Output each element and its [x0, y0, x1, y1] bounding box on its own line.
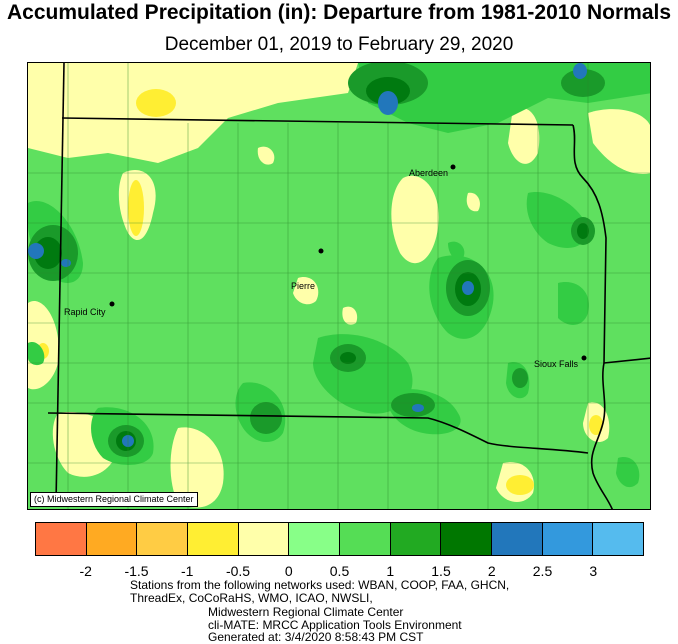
legend-ticks: -2 -1.5 -1 -0.5 0 0.5 1 1.5 2 2.5 3 [35, 563, 644, 581]
legend-swatch [492, 523, 543, 555]
city-dot-aberdeen [450, 164, 456, 170]
legend-swatch [86, 523, 138, 555]
footer-line-networks-cont: ThreadEx, CoCoRaHS, WMO, ICAO, NWSLI, [130, 591, 373, 605]
city-markers [109, 164, 587, 361]
wettest-areas [28, 63, 587, 447]
legend-swatch [137, 523, 189, 555]
city-dot-sioux-falls [581, 355, 587, 361]
legend-tick-label: -1.5 [124, 563, 149, 579]
city-dot-rapid-city [109, 301, 115, 307]
legend-swatch [441, 523, 493, 555]
legend-swatch [390, 523, 442, 555]
city-label-sioux-falls: Sioux Falls [534, 359, 579, 369]
legend-tick-label: -0.5 [225, 563, 251, 579]
color-legend [35, 522, 644, 556]
legend-tick-label: -2 [79, 563, 92, 579]
footer-line-climate: cli-MATE: MRCC Application Tools Environ… [208, 618, 462, 632]
legend-tick-label: 1.5 [431, 563, 451, 579]
legend-swatch [36, 523, 87, 555]
county-lines [28, 63, 650, 509]
legend-swatch [238, 523, 290, 555]
drier-areas [37, 89, 603, 495]
legend-swatch [542, 523, 594, 555]
legend-swatch [593, 523, 644, 555]
legend-tick-label: 1 [386, 563, 395, 579]
legend-tick-label: 0 [284, 563, 293, 579]
legend-swatch [340, 523, 391, 555]
legend-tick-label: 3 [589, 563, 598, 579]
city-label-rapid-city: Rapid City [64, 307, 106, 317]
city-dot-pierre [318, 248, 324, 254]
footer-line-mrcc: Midwestern Regional Climate Center [208, 605, 404, 619]
map-canvas: Aberdeen Pierre Rapid City Sioux Falls [28, 63, 650, 509]
city-label-pierre: Pierre [291, 281, 315, 291]
legend-swatch [188, 523, 239, 555]
footer-line-networks: Stations from the following networks use… [130, 578, 510, 592]
legend-tick-label: 0.5 [329, 563, 350, 579]
city-label-aberdeen: Aberdeen [409, 168, 448, 178]
state-boundaries [47, 63, 650, 509]
legend-swatch [289, 523, 341, 555]
map-title: Accumulated Precipitation (in): Departur… [6, 1, 672, 24]
map-credit: (c) Midwestern Regional Climate Center [30, 492, 198, 507]
precipitation-map: Aberdeen Pierre Rapid City Sioux Falls (… [27, 62, 651, 510]
legend-tick-label: 2 [487, 563, 496, 579]
legend-tick-label: 2.5 [532, 563, 553, 579]
map-subtitle: December 01, 2019 to February 29, 2020 [164, 34, 514, 55]
footer-line-generated: Generated at: 3/4/2020 8:58:43 PM CST [208, 630, 424, 644]
legend-tick-label: -1 [181, 563, 194, 579]
